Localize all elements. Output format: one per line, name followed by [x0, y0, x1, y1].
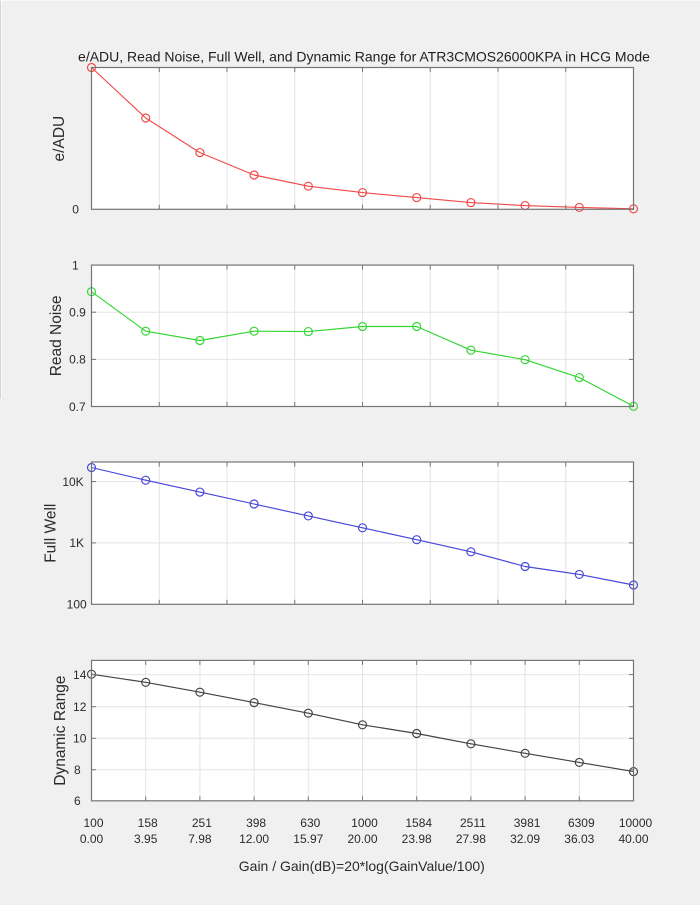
- svg-text:36.03: 36.03: [564, 832, 594, 846]
- svg-text:20.00: 20.00: [347, 832, 377, 846]
- svg-text:1K: 1K: [69, 536, 84, 550]
- svg-text:32.09: 32.09: [510, 832, 540, 846]
- svg-text:6309: 6309: [568, 816, 595, 830]
- svg-text:0: 0: [72, 203, 79, 217]
- svg-text:e/ADU, Read Noise, Full Well,: e/ADU, Read Noise, Full Well, and Dynami…: [78, 49, 650, 65]
- svg-text:27.98: 27.98: [456, 832, 486, 846]
- svg-text:Gain / Gain(dB)=20*log(GainVal: Gain / Gain(dB)=20*log(GainValue/100): [239, 858, 485, 874]
- svg-text:6: 6: [74, 794, 81, 808]
- svg-text:398: 398: [246, 816, 266, 830]
- svg-text:40.00: 40.00: [618, 832, 648, 846]
- svg-text:Dynamic Range: Dynamic Range: [52, 675, 69, 785]
- svg-text:2511: 2511: [460, 816, 486, 830]
- svg-text:23.98: 23.98: [402, 832, 432, 846]
- svg-text:100: 100: [83, 816, 103, 830]
- svg-text:630: 630: [300, 816, 320, 830]
- svg-text:10: 10: [73, 732, 87, 746]
- svg-text:0.9: 0.9: [69, 306, 86, 320]
- svg-text:e/ADU: e/ADU: [51, 116, 68, 162]
- svg-text:0.00: 0.00: [80, 832, 104, 846]
- svg-text:1584: 1584: [405, 816, 432, 830]
- svg-text:10K: 10K: [62, 475, 83, 489]
- svg-text:0.8: 0.8: [69, 353, 86, 367]
- svg-text:8: 8: [74, 763, 81, 777]
- svg-text:3.95: 3.95: [134, 832, 158, 846]
- svg-text:1000: 1000: [351, 816, 378, 830]
- svg-text:100: 100: [67, 598, 87, 612]
- svg-text:10000: 10000: [619, 816, 653, 830]
- svg-text:12: 12: [73, 700, 87, 714]
- svg-text:Read Noise: Read Noise: [48, 295, 65, 376]
- svg-text:Full Well: Full Well: [42, 504, 59, 563]
- svg-text:14: 14: [73, 668, 87, 682]
- svg-text:158: 158: [138, 816, 158, 830]
- svg-text:7.98: 7.98: [188, 832, 212, 846]
- svg-text:251: 251: [192, 816, 212, 830]
- svg-text:15.97: 15.97: [293, 832, 323, 846]
- svg-text:3981: 3981: [514, 816, 541, 830]
- svg-text:1: 1: [72, 258, 79, 272]
- svg-text:12.00: 12.00: [239, 832, 269, 846]
- svg-text:0.7: 0.7: [69, 400, 86, 414]
